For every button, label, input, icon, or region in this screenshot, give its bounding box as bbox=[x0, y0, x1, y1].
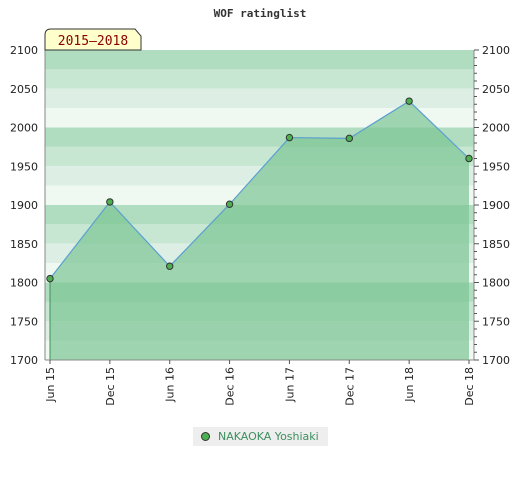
y-tick-label-right: 2100 bbox=[482, 44, 510, 57]
y-tick-label-left: 1750 bbox=[10, 315, 38, 328]
legend-label: NAKAOKA Yoshiaki bbox=[218, 430, 319, 443]
legend: NAKAOKA Yoshiaki bbox=[193, 427, 328, 446]
y-tick-label-right: 2050 bbox=[482, 83, 510, 96]
x-tick-label: Dec 18 bbox=[463, 367, 476, 406]
data-point bbox=[225, 200, 234, 208]
y-tick-label-left: 2000 bbox=[10, 122, 38, 135]
y-tick-label-right: 1900 bbox=[482, 199, 510, 212]
y-tick-label-left: 1900 bbox=[10, 199, 38, 212]
rating-series-line bbox=[49, 100, 470, 279]
data-point bbox=[285, 133, 294, 142]
x-tick-label: Jun 18 bbox=[403, 367, 416, 403]
x-tick-label: Jun 17 bbox=[283, 367, 296, 403]
grid-band bbox=[45, 50, 474, 70]
y-tick-label-left: 1700 bbox=[10, 354, 38, 367]
y-tick-label-right: 1750 bbox=[482, 315, 510, 328]
data-point bbox=[106, 198, 114, 206]
y-tick-label-right: 1950 bbox=[482, 160, 510, 173]
period-badge: 2015–2018 bbox=[44, 28, 142, 51]
data-point bbox=[345, 134, 353, 143]
data-point bbox=[166, 262, 174, 270]
x-tick-label: Dec 16 bbox=[224, 367, 237, 406]
x-tick-label: Jun 15 bbox=[44, 367, 57, 403]
y-tick-label-left: 1800 bbox=[10, 277, 38, 290]
data-point bbox=[46, 274, 54, 283]
x-tick-label: Dec 15 bbox=[104, 367, 117, 406]
y-tick-label-right: 1850 bbox=[482, 238, 510, 251]
period-label: 2015–2018 bbox=[58, 34, 128, 49]
y-tick-label-left: 2050 bbox=[10, 83, 38, 96]
data-points bbox=[46, 97, 473, 283]
grid-band bbox=[45, 108, 474, 128]
x-tick-label: Jun 16 bbox=[164, 367, 177, 403]
y-tick-label-left: 1950 bbox=[10, 160, 38, 173]
data-point bbox=[465, 154, 473, 163]
data-point bbox=[405, 97, 413, 105]
y-tick-label-right: 1700 bbox=[482, 354, 510, 367]
y-tick-label-left: 1850 bbox=[10, 238, 38, 251]
y-tick-label-right: 2000 bbox=[482, 122, 510, 135]
y-tick-label-left: 2100 bbox=[10, 44, 38, 57]
rating-line bbox=[49, 100, 470, 360]
y-tick-label-right: 1800 bbox=[482, 277, 510, 290]
grid-band bbox=[45, 69, 474, 89]
rating-area-fill bbox=[50, 101, 469, 361]
chart-title: WOF ratinglist bbox=[214, 7, 307, 20]
rating-area bbox=[50, 101, 469, 361]
axes: 1700 1700 1750 1750 1800 1800 1850 1850 1900 1900… bbox=[10, 44, 510, 406]
x-tick-label: Dec 17 bbox=[343, 367, 356, 406]
grid-band bbox=[45, 88, 474, 109]
legend-marker bbox=[201, 432, 210, 441]
